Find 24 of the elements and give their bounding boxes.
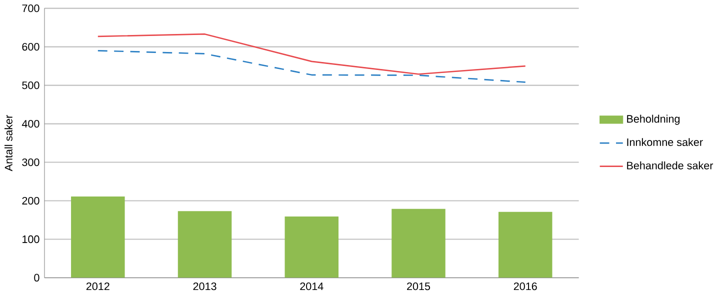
bar xyxy=(498,212,552,278)
legend-label: Innkomne saker xyxy=(627,138,703,146)
bar xyxy=(71,196,125,278)
legend-label: Behandlede saker xyxy=(627,162,714,170)
x-tick-label: 2014 xyxy=(300,282,324,290)
x-tick-label: 2016 xyxy=(514,282,537,290)
y-tick-label: 100 xyxy=(22,236,40,244)
y-tick-label: 400 xyxy=(22,120,40,128)
line-series xyxy=(97,50,526,84)
x-tick-label: 2015 xyxy=(407,282,430,290)
y-tick-label: 700 xyxy=(22,4,40,12)
y-tick-label: 0 xyxy=(34,274,40,282)
bar xyxy=(284,216,339,278)
y-tick-label: 300 xyxy=(22,158,40,166)
x-tick-label: 2013 xyxy=(193,282,216,290)
legend-label: Beholdning xyxy=(627,114,680,125)
x-tick-label: 2012 xyxy=(86,282,110,290)
bar xyxy=(178,211,232,278)
bar xyxy=(392,209,446,278)
line-series xyxy=(97,34,526,75)
y-tick-label: 500 xyxy=(22,82,40,90)
y-tick-label: 200 xyxy=(22,197,40,205)
y-tick-label: 600 xyxy=(22,43,40,51)
y-axis-title: Antall saker xyxy=(4,115,12,172)
